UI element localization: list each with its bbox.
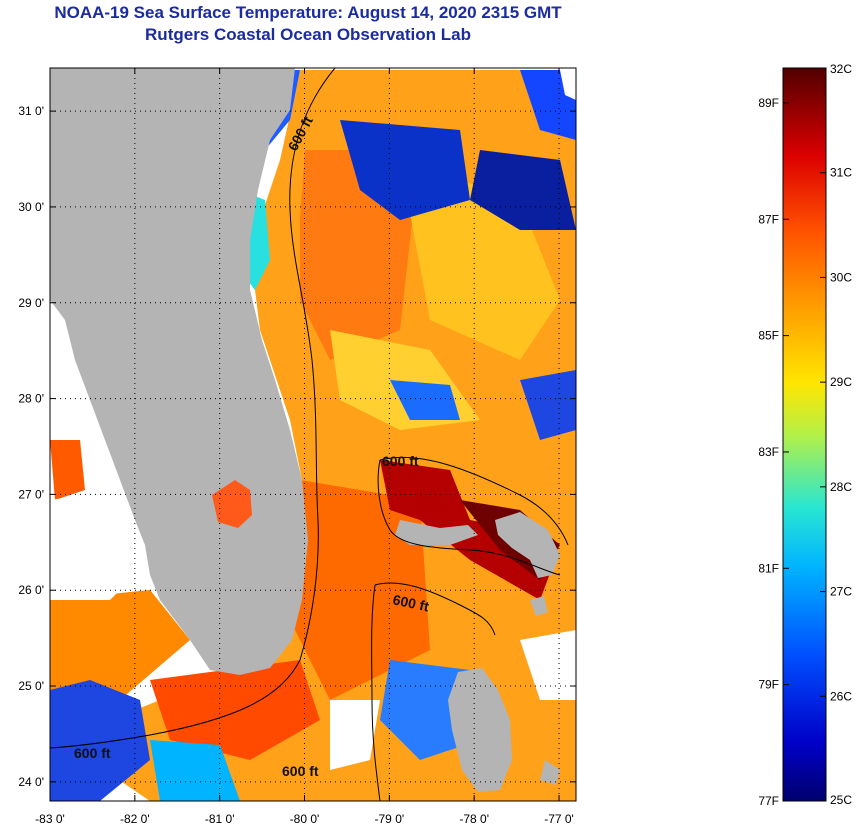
colorbar-celsius-scale: 32C 31C 30C 29C 28C 27C 26C 25C <box>820 62 852 807</box>
graticule <box>50 68 576 801</box>
chart-subtitle: Rutgers Coastal Ocean Observation Lab <box>145 25 471 44</box>
lat-tick-label: 29 0' <box>18 296 44 310</box>
lat-tick-label: 30 0' <box>18 200 44 214</box>
fahrenheit-label: 77F <box>758 794 779 808</box>
isobath-600ft-south <box>371 584 381 801</box>
colorbar <box>782 67 827 802</box>
gulf-south-field <box>50 590 190 700</box>
lat-tick-label: 27 0' <box>18 487 44 501</box>
lat-tick-label: 25 0' <box>18 679 44 693</box>
celsius-label: 28C <box>830 480 852 494</box>
latitude-axis: 31 0' 30 0' 29 0' 28 0' 27 0' 26 0' 25 0' 24 0' <box>18 104 576 789</box>
contour-label-andros: 600 ft <box>391 591 430 614</box>
cloud-southeast <box>520 630 576 700</box>
small-island-south <box>540 760 560 785</box>
isobath-600ft-bahamas-ridge <box>379 456 569 546</box>
longitude-axis: -83 0' -82 0' -81 0' -80 0' -79 0' -78 0' -77 … <box>35 68 574 826</box>
lon-tick-label: -82 0' <box>120 812 150 826</box>
cool-patch-corner <box>520 70 576 140</box>
abaco-island <box>495 512 560 578</box>
lon-tick-label: -77 0' <box>544 812 574 826</box>
isobath-600ft-andros <box>374 582 496 636</box>
celsius-label: 32C <box>830 62 852 76</box>
lat-tick-label: 31 0' <box>18 104 44 118</box>
fahrenheit-label: 83F <box>758 445 779 459</box>
fahrenheit-label: 89F <box>758 96 779 110</box>
gulf-warm-spot <box>50 440 85 500</box>
small-island-east <box>530 596 548 616</box>
cool-patch-keys-south <box>150 740 240 801</box>
keys-warm-band <box>150 660 320 760</box>
contour-label-west: 600 ft <box>74 745 111 761</box>
lat-tick-label: 24 0' <box>18 775 44 789</box>
lon-tick-label: -81 0' <box>205 812 235 826</box>
sst-field: 600 ft 600 ft 600 ft 600 ft 600 ft <box>50 68 576 801</box>
fahrenheit-label: 85F <box>758 329 779 343</box>
lat-tick-label: 28 0' <box>18 392 44 406</box>
isobath-600ft-bahamas-north <box>377 459 561 576</box>
fahrenheit-label: 87F <box>758 212 779 226</box>
fahrenheit-label: 81F <box>758 561 779 575</box>
title-block: NOAA-19 Sea Surface Temperature: August … <box>0 2 616 46</box>
celsius-label: 27C <box>830 585 852 599</box>
celsius-label: 26C <box>830 689 852 703</box>
cloud-gulf-south <box>50 490 150 600</box>
chart-title: NOAA-19 Sea Surface Temperature: August … <box>54 3 562 22</box>
lon-tick-label: -80 0' <box>290 812 320 826</box>
lat-tick-label: 26 0' <box>18 583 44 597</box>
contour-label-bahamas: 600 ft <box>382 453 419 469</box>
cool-patch-keys-west <box>50 680 150 801</box>
celsius-label: 31C <box>830 166 852 180</box>
lon-tick-label: -78 0' <box>459 812 489 826</box>
map-frame <box>49 67 577 802</box>
isobath-600ft-florida <box>50 68 336 749</box>
cool-patch-center <box>390 380 460 420</box>
contour-label-south: 600 ft <box>282 763 319 779</box>
grand-bahama-island <box>395 520 478 545</box>
cloud-south <box>330 700 380 770</box>
celsius-label: 30C <box>830 270 852 284</box>
cool-patch-north <box>340 120 470 220</box>
florida-landmass <box>50 68 308 675</box>
fahrenheit-label: 79F <box>758 678 779 692</box>
lon-tick-label: -83 0' <box>35 812 65 826</box>
lon-tick-label: -79 0' <box>375 812 405 826</box>
celsius-label: 29C <box>830 375 852 389</box>
celsius-label: 25C <box>830 793 852 807</box>
colorbar-fahrenheit-scale: 89F 87F 85F 83F 81F 79F 77F <box>758 96 789 808</box>
andros-island <box>448 668 512 792</box>
cloud-northeast <box>560 70 576 100</box>
cool-patch-east <box>520 370 576 440</box>
cool-patch-northeast <box>470 150 576 230</box>
lake-okeechobee <box>212 480 252 528</box>
